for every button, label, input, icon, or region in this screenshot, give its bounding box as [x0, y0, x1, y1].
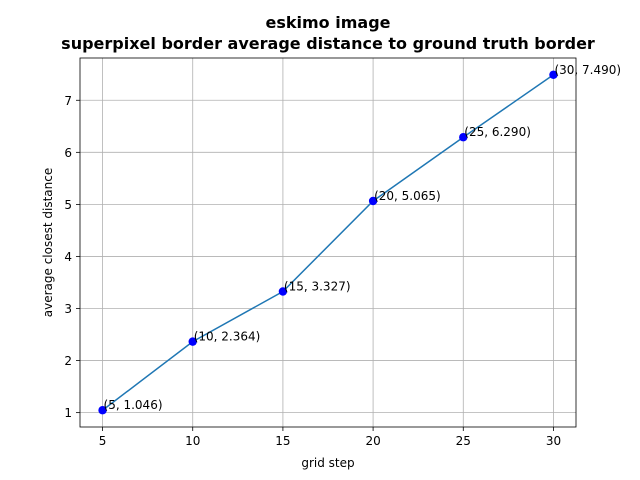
y-axis-label: average closest distance — [41, 168, 55, 317]
data-point — [278, 287, 288, 296]
series-line — [102, 74, 554, 411]
data-label: (10, 2.364) — [194, 330, 261, 344]
axes-ticks: 5 10 15 20 25 30 1 2 3 4 5 6 7 — [64, 94, 561, 448]
y-tick-label: 7 — [64, 94, 72, 108]
x-tick-label: 25 — [456, 434, 471, 448]
data-label: (5, 1.046) — [104, 398, 163, 412]
data-point — [459, 133, 468, 142]
x-tick-label: 15 — [275, 434, 290, 448]
x-tick-label: 5 — [99, 434, 107, 448]
y-tick-label: 1 — [64, 406, 72, 420]
data-point — [188, 337, 197, 346]
x-tick-label: 10 — [185, 434, 200, 448]
data-label: (25, 6.290) — [464, 125, 531, 139]
y-tick-label: 4 — [64, 250, 72, 264]
series: (5, 1.046) (10, 2.364) (15, 3.327) (20, 5.0… — [98, 63, 621, 415]
chart-title-line-1: eskimo image — [266, 13, 391, 32]
x-axis-label: grid step — [301, 456, 354, 470]
data-point — [368, 196, 378, 206]
data-label: (15, 3.327) — [284, 279, 351, 293]
chart-title-line-2: superpixel border average distance to gr… — [61, 34, 595, 53]
y-tick-label: 5 — [64, 198, 72, 212]
grid — [80, 58, 576, 427]
data-point — [549, 70, 558, 79]
y-tick-label: 3 — [64, 302, 72, 316]
data-label: (30, 7.490) — [554, 63, 621, 77]
data-label: (20, 5.065) — [374, 189, 441, 203]
y-tick-label: 2 — [64, 354, 72, 368]
x-tick-label: 20 — [365, 434, 380, 448]
plot-frame — [79, 57, 577, 428]
y-tick-label: 6 — [64, 146, 72, 160]
data-point — [98, 406, 107, 415]
x-tick-label: 30 — [546, 434, 561, 448]
